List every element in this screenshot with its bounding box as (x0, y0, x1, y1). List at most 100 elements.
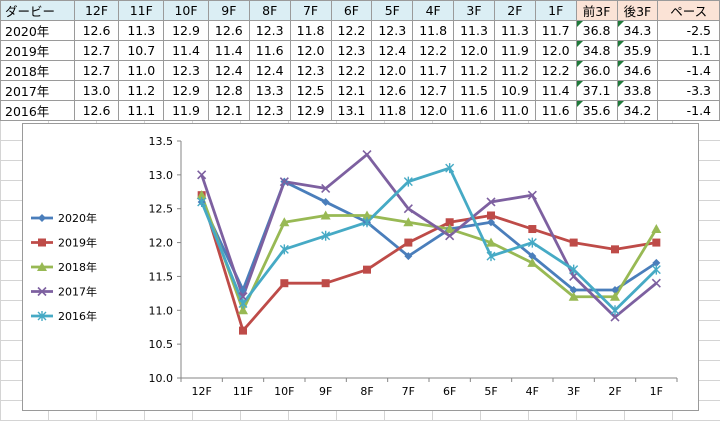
header-cell[interactable]: 11F (118, 0, 165, 21)
table-cell[interactable]: 12.7 (73, 60, 120, 81)
header-cell[interactable]: 10F (163, 0, 209, 21)
header-cell[interactable]: 前3F (575, 0, 618, 21)
table-cell[interactable]: 13.0 (73, 80, 120, 101)
header-cell[interactable]: 5F (371, 0, 414, 21)
table-cell[interactable]: 12.7 (73, 40, 120, 61)
table-cell[interactable]: 11.8 (412, 20, 455, 41)
table-cell[interactable]: -1.4 (657, 60, 720, 81)
table-cell[interactable]: 12.0 (371, 60, 414, 81)
series-line-4[interactable] (200, 153, 658, 319)
table-cell[interactable]: 13.3 (248, 80, 291, 101)
series-line-1[interactable] (200, 180, 658, 292)
table-cell[interactable]: 11.1 (118, 100, 165, 121)
table-cell[interactable]: 12.0 (289, 40, 332, 61)
table-cell[interactable]: 12.4 (207, 60, 250, 81)
table-cell[interactable]: 12.6 (73, 20, 120, 41)
table-cell[interactable]: 11.3 (118, 20, 165, 41)
header-cell[interactable]: 8F (248, 0, 291, 21)
table-cell[interactable]: 11.0 (118, 60, 165, 81)
row-label-cell[interactable]: 2020年 (0, 20, 75, 41)
table-cell[interactable]: 35.9 (616, 40, 659, 61)
lap-chart[interactable]: 10.0 10.5 11.0 11.5 12.0 12.5 13.0 13.5 12F 11F 10… (22, 123, 699, 411)
row-label-cell[interactable]: 2016年 (0, 100, 75, 121)
table-cell[interactable]: 12.0 (453, 40, 495, 61)
table-cell[interactable]: 12.7 (412, 80, 455, 101)
table-cell[interactable]: 11.7 (534, 20, 577, 41)
table-cell[interactable]: 11.4 (163, 40, 209, 61)
table-cell[interactable]: 11.8 (371, 100, 414, 121)
table-cell[interactable]: 11.6 (534, 100, 577, 121)
table-cell[interactable]: 12.6 (207, 20, 250, 41)
table-cell[interactable]: 11.4 (207, 40, 250, 61)
table-cell[interactable]: 34.2 (616, 100, 659, 121)
table-cell[interactable]: 12.3 (371, 20, 414, 41)
table-cell[interactable]: 11.8 (289, 20, 332, 41)
table-cell[interactable]: 12.9 (163, 80, 209, 101)
table-cell[interactable]: 36.8 (575, 20, 618, 41)
table-cell[interactable]: 12.5 (289, 80, 332, 101)
table-cell[interactable]: 11.9 (163, 100, 209, 121)
table-cell[interactable]: 11.6 (453, 100, 495, 121)
table-cell[interactable]: 12.4 (371, 40, 414, 61)
table-cell[interactable]: 1.1 (657, 40, 720, 61)
table-cell[interactable]: 11.2 (493, 60, 536, 81)
table-cell[interactable]: 11.7 (412, 60, 455, 81)
table-cell[interactable]: 12.8 (207, 80, 250, 101)
table-cell[interactable]: 12.2 (330, 60, 373, 81)
series-line-2[interactable] (200, 194, 657, 333)
table-cell[interactable]: 12.3 (248, 20, 291, 41)
row-label-cell[interactable]: 2019年 (0, 40, 75, 61)
table-cell[interactable]: -1.4 (657, 100, 720, 121)
table-cell[interactable]: 13.1 (330, 100, 373, 121)
header-cell[interactable]: 6F (330, 0, 373, 21)
header-cell[interactable]: 2F (493, 0, 536, 21)
table-cell[interactable]: 12.2 (330, 20, 373, 41)
table-cell[interactable]: 12.4 (248, 60, 291, 81)
table-cell[interactable]: 11.2 (453, 60, 495, 81)
table-cell[interactable]: 11.3 (493, 20, 536, 41)
series-line-3[interactable] (200, 194, 658, 312)
table-cell[interactable]: 12.2 (534, 60, 577, 81)
table-cell[interactable]: 12.2 (412, 40, 455, 61)
table-cell[interactable]: 10.7 (118, 40, 165, 61)
table-cell[interactable]: -2.5 (657, 20, 720, 41)
header-cell[interactable]: 1F (534, 0, 577, 21)
table-cell[interactable]: 11.5 (453, 80, 495, 101)
table-cell[interactable]: 12.1 (330, 80, 373, 101)
table-cell[interactable]: 36.0 (575, 60, 618, 81)
table-cell[interactable]: 12.3 (330, 40, 373, 61)
row-label-cell[interactable]: 2017年 (0, 80, 75, 101)
table-cell[interactable]: 11.2 (118, 80, 165, 101)
table-cell[interactable]: 12.6 (371, 80, 414, 101)
table-cell[interactable]: 11.0 (493, 100, 536, 121)
table-cell[interactable]: 35.6 (575, 100, 618, 121)
series-line-5[interactable] (200, 166, 658, 312)
table-cell[interactable]: 12.3 (163, 60, 209, 81)
header-cell[interactable]: 後3F (616, 0, 659, 21)
header-cell[interactable]: 7F (289, 0, 332, 21)
table-cell[interactable]: 12.6 (73, 100, 120, 121)
table-cell[interactable]: 12.9 (289, 100, 332, 121)
table-cell[interactable]: 12.3 (289, 60, 332, 81)
table-cell[interactable]: 12.0 (534, 40, 577, 61)
row-label-cell[interactable]: 2018年 (0, 60, 75, 81)
header-cell[interactable]: ペース (657, 0, 720, 21)
header-cell[interactable]: 12F (73, 0, 120, 21)
table-cell[interactable]: 12.1 (207, 100, 250, 121)
table-cell[interactable]: 12.0 (412, 100, 455, 121)
table-cell[interactable]: 37.1 (575, 80, 618, 101)
table-cell[interactable]: 12.9 (163, 20, 209, 41)
table-cell[interactable]: 12.3 (248, 100, 291, 121)
table-cell[interactable]: 34.8 (575, 40, 618, 61)
table-cell[interactable]: 11.9 (493, 40, 536, 61)
header-cell[interactable]: 4F (412, 0, 455, 21)
header-cell[interactable]: 9F (207, 0, 250, 21)
table-cell[interactable]: 33.8 (616, 80, 659, 101)
table-cell[interactable]: 11.4 (534, 80, 577, 101)
table-cell[interactable]: 11.6 (248, 40, 291, 61)
table-cell[interactable]: 34.3 (616, 20, 659, 41)
table-cell[interactable]: 34.6 (616, 60, 659, 81)
table-cell[interactable]: 11.3 (453, 20, 495, 41)
table-cell[interactable]: 10.9 (493, 80, 536, 101)
header-cell[interactable]: 3F (453, 0, 495, 21)
